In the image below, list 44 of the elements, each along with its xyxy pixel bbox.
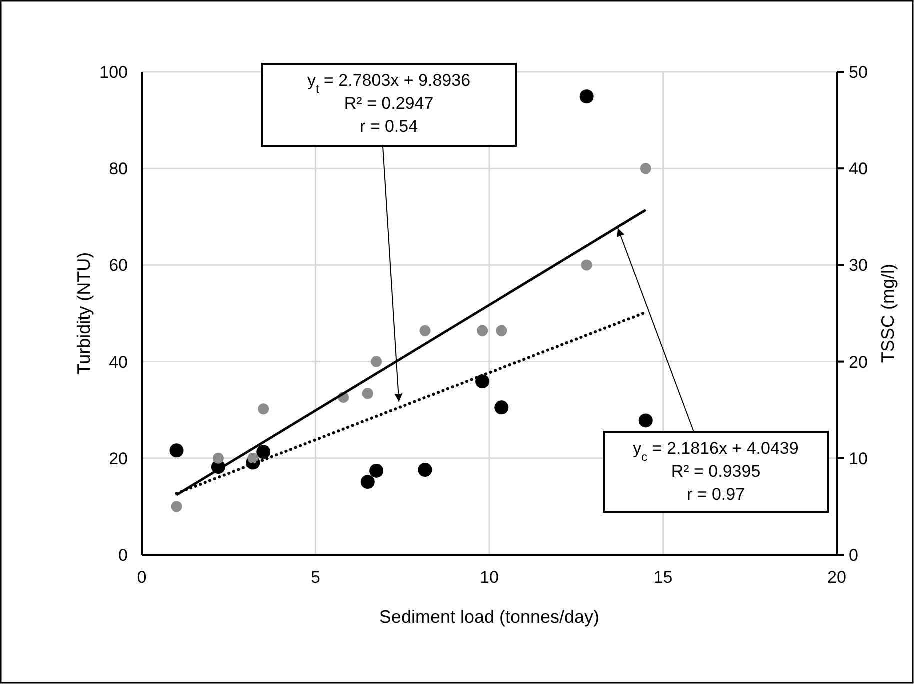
x-axis-title: Sediment load (tonnes/day) — [379, 607, 600, 627]
point — [171, 501, 182, 512]
annotation: y$_{t}$ = 2.7803x + 9.8936 R² = 0.2947 r = 0.54 — [307, 71, 471, 136]
point — [256, 445, 271, 460]
point — [638, 414, 653, 428]
x-tick-label: 5 — [311, 568, 320, 587]
y-tick-label: 0 — [118, 546, 128, 565]
point — [476, 374, 490, 389]
point — [420, 325, 431, 336]
y-tick-label: 20 — [109, 449, 128, 468]
x-tick-label: 20 — [828, 568, 846, 587]
y-tick-label: 60 — [109, 256, 128, 276]
annotation: y$_{c}$ = 2.1816x + 4.0439 R² = 0.9395 r = 0.97 — [633, 439, 799, 504]
point — [170, 444, 184, 458]
y2-tick-label: 40 — [849, 160, 868, 179]
y-tick-label: 80 — [109, 160, 128, 179]
x-tick-label: 0 — [137, 568, 147, 587]
y2-tick-label: 10 — [849, 449, 868, 468]
point — [580, 90, 594, 104]
y2-axis-title: TSSC (mg/l) — [878, 264, 898, 363]
callout-box: y$_{c}$ = 2.1816x + 4.0439 R² = 0.9395 r = 0.97 — [603, 228, 829, 513]
point — [640, 163, 652, 174]
y2-tick-label: 0 — [849, 546, 858, 565]
y2-tick-label: 50 — [849, 63, 868, 82]
callout-box: y$_{t}$ = 2.7803x + 9.8936 R² = 0.2947 r = 0.54 — [261, 63, 517, 402]
point — [362, 388, 374, 400]
point — [360, 475, 375, 490]
point — [496, 325, 508, 336]
point — [581, 260, 592, 271]
y-tick-label: 40 — [109, 352, 128, 372]
point — [371, 356, 382, 368]
y-tick-label: 100 — [100, 63, 128, 82]
point — [418, 462, 432, 477]
x-tick-label: 10 — [480, 568, 499, 587]
point — [477, 325, 488, 336]
point — [212, 452, 224, 464]
y2-tick-label: 30 — [849, 256, 868, 276]
x-tick-label: 15 — [654, 568, 673, 587]
y-axis-title: Turbidity (NTU) — [74, 252, 94, 375]
point — [258, 404, 270, 415]
point — [370, 464, 384, 478]
y2-tick-label: 20 — [849, 352, 868, 372]
point — [248, 452, 259, 464]
point — [494, 400, 509, 415]
